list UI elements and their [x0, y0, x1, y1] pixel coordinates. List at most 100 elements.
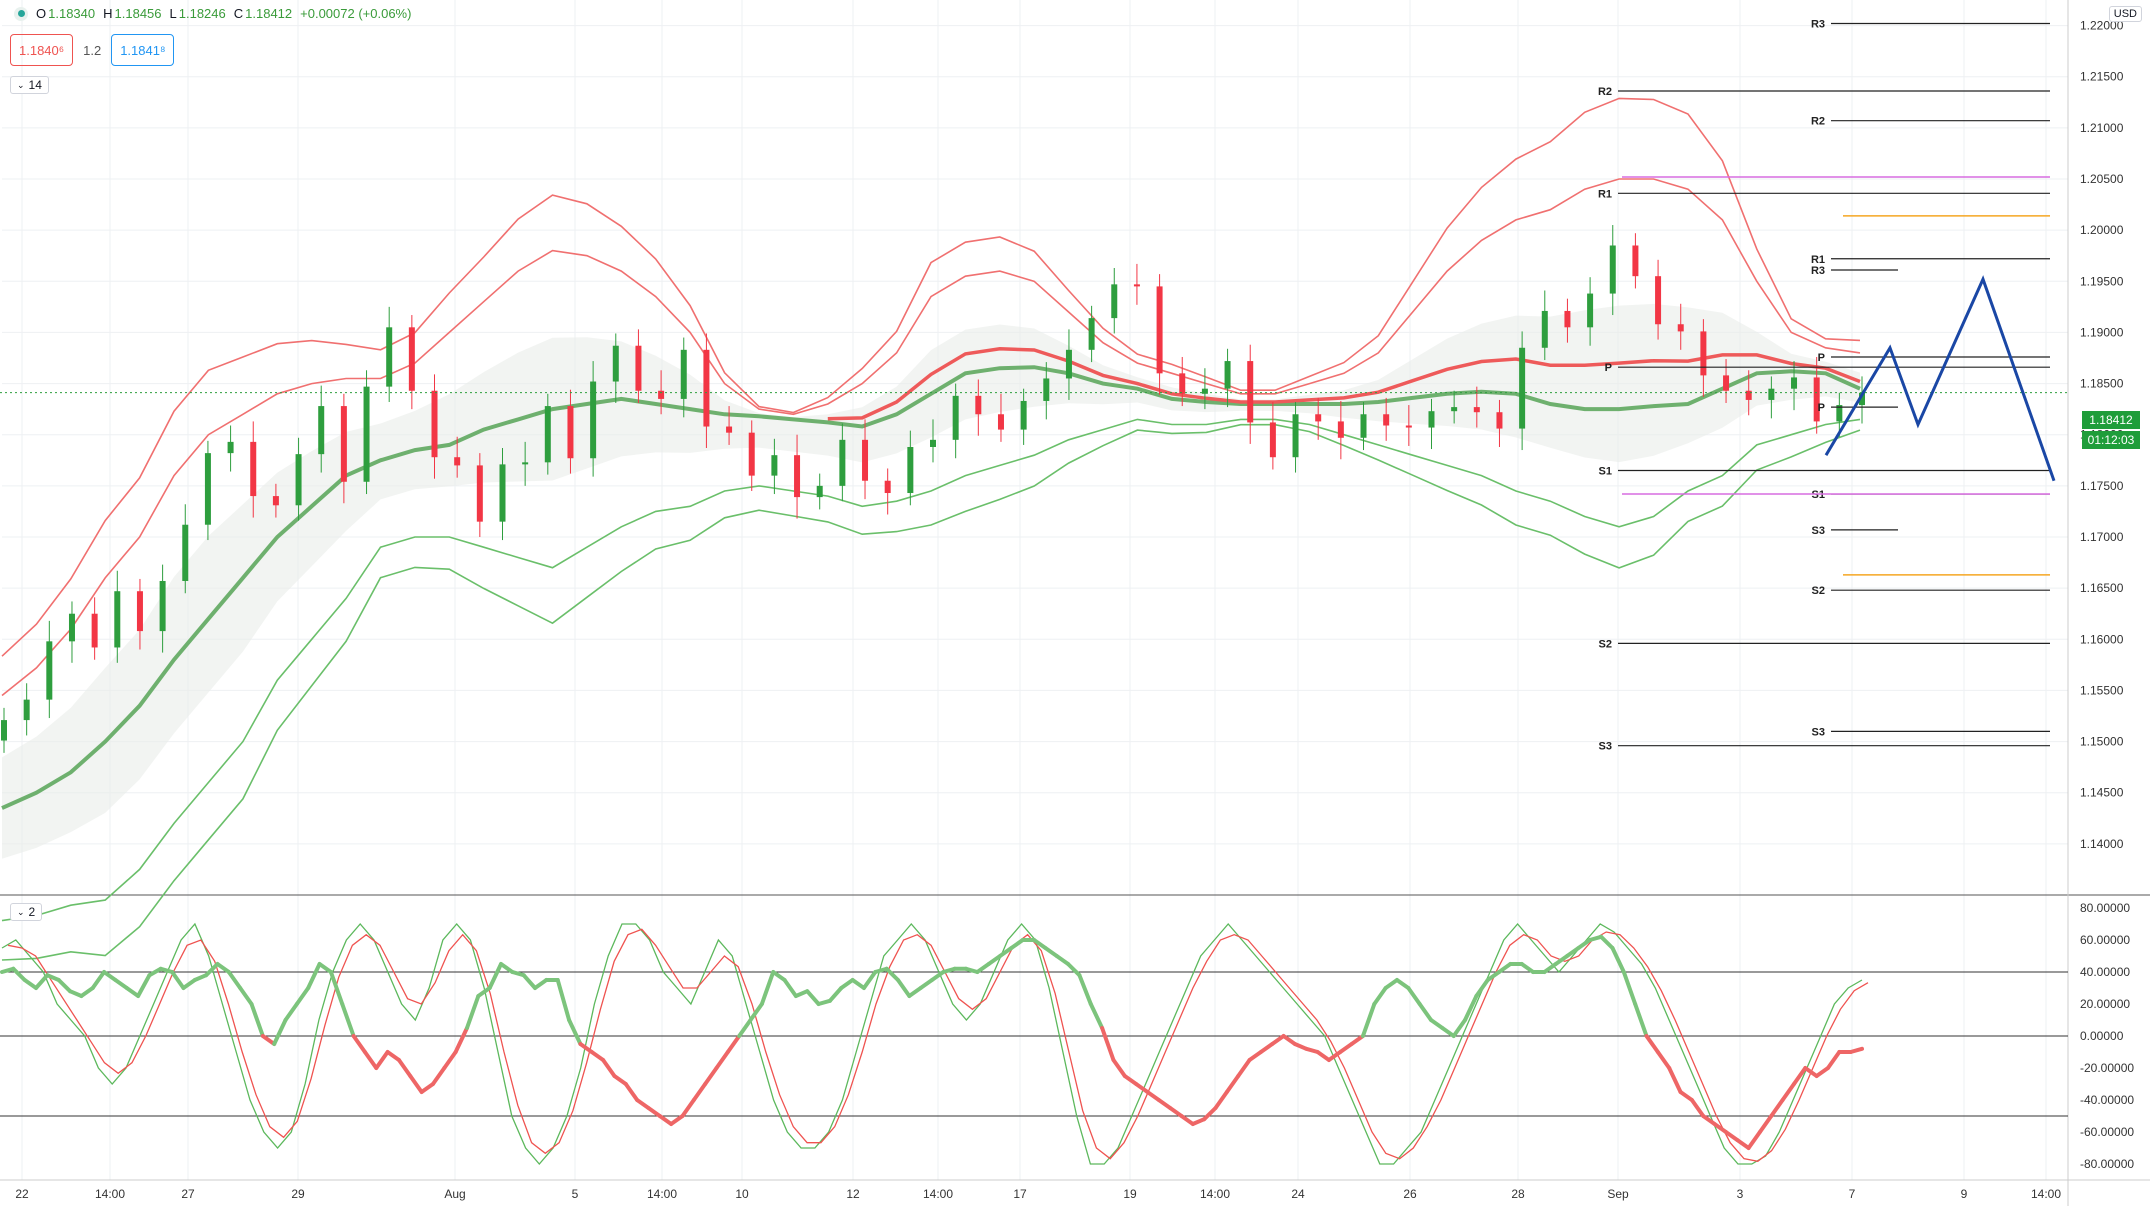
- close-value: 1.18412: [245, 6, 293, 21]
- oscillator-main-segment: [1270, 1034, 1286, 1046]
- pivot-label: R2: [1811, 116, 1825, 128]
- oscillator-main-segment: [272, 1018, 288, 1046]
- oscillator-main-segment: [691, 1082, 708, 1102]
- time-tick-label: 29: [291, 1187, 305, 1201]
- bar-countdown: 01:12:03: [2082, 431, 2140, 449]
- candle-body: [612, 345, 619, 382]
- candle-body: [1655, 276, 1662, 325]
- oscillator-main-segment: [1281, 1034, 1297, 1046]
- candle-body: [1791, 377, 1798, 389]
- oscillator-main-segment: [306, 962, 322, 990]
- buy-button[interactable]: 1.1841⁸: [111, 34, 175, 66]
- candle-body: [907, 446, 914, 494]
- candle-body: [862, 439, 869, 481]
- oscillator-main-segment: [703, 1066, 719, 1086]
- oscillator-main-segment: [612, 1074, 628, 1086]
- oscillator-main-segment: [680, 1098, 696, 1118]
- candle-body: [1247, 361, 1254, 423]
- candle-body: [1836, 405, 1843, 422]
- time-tick-label: 19: [1123, 1187, 1137, 1201]
- oscillator-main-segment: [1474, 978, 1490, 998]
- oscillator-main-segment: [1395, 978, 1411, 990]
- price-tick-label: 1.20000: [2080, 223, 2124, 237]
- open-label: O: [36, 6, 47, 21]
- candle-body: [1813, 377, 1820, 422]
- oscillator-main-segment: [1417, 1002, 1434, 1022]
- oscillator-main-segment: [805, 989, 821, 1006]
- indicator-toggle-oscillator[interactable]: ⌄ 2: [10, 903, 43, 921]
- oscillator-main-segment: [351, 1034, 367, 1054]
- candle-body: [997, 414, 1004, 430]
- oscillator-main-segment: [45, 973, 61, 982]
- oscillator-main-segment: [1134, 1082, 1150, 1094]
- time-tick-label: 28: [1511, 1187, 1525, 1201]
- pivot-label: S3: [1812, 525, 1825, 537]
- oscillator-main-segment: [1519, 962, 1536, 974]
- candle-body: [340, 406, 347, 482]
- time-tick-label: 17: [1013, 1187, 1027, 1201]
- time-tick-label: 9: [1961, 1187, 1968, 1201]
- oscillator-main-segment: [283, 1002, 299, 1022]
- candle-body: [295, 454, 302, 506]
- pivot-label: S1: [1599, 466, 1612, 478]
- pivot-label: P: [1818, 402, 1825, 414]
- price-tick-label: 1.20500: [2080, 172, 2124, 186]
- lower-band-inner: [1, 418, 1861, 922]
- sell-button[interactable]: 1.1840⁶: [10, 34, 74, 66]
- candle-body: [1383, 414, 1390, 426]
- oscillator-main-segment: [1043, 946, 1059, 958]
- oscillator-main-segment: [1145, 1090, 1161, 1102]
- candle-body: [114, 591, 121, 648]
- indicator-toggle-main[interactable]: ⌄ 14: [10, 76, 49, 94]
- oscillator-main-segment: [317, 962, 333, 974]
- oscillator-main-segment: [1077, 973, 1093, 1006]
- oscillator-main-segment: [657, 1114, 674, 1126]
- change-value: +0.00072 (+0.06%): [300, 6, 412, 21]
- ohlc-legend: O 1.18340 H 1.18456 L 1.18246 C 1.18412 …: [14, 6, 411, 21]
- candle-body: [1677, 324, 1684, 332]
- oscillator-tick-label: -80.00000: [2080, 1157, 2134, 1171]
- pivot-label: P: [1818, 352, 1825, 364]
- oscillator-main-segment: [56, 978, 73, 994]
- indicator-count: 14: [28, 78, 42, 92]
- price-tick-label: 1.14500: [2080, 786, 2124, 800]
- oscillator-main-segment: [793, 989, 810, 998]
- last-price-tag: 1.18412: [2082, 411, 2140, 429]
- oscillator-main-segment: [1066, 962, 1082, 978]
- pivot-label: S3: [1812, 726, 1825, 738]
- oscillator-main-segment: [396, 1058, 413, 1078]
- price-tick-label: 1.15000: [2080, 735, 2124, 749]
- pivot-label: P: [1605, 362, 1612, 374]
- oscillator-main-segment: [1383, 978, 1399, 990]
- time-tick-label: 26: [1403, 1187, 1417, 1201]
- oscillator-main-segment: [623, 1082, 640, 1102]
- candle-body: [544, 406, 551, 463]
- oscillator-main-segment: [136, 973, 152, 998]
- candle-body: [1224, 361, 1231, 389]
- oscillator-main-segment: [1292, 1042, 1309, 1051]
- candle-body: [1065, 349, 1072, 379]
- candle-body: [1632, 245, 1639, 277]
- oscillator-main-segment: [533, 978, 549, 990]
- oscillator-main-segment: [1349, 1034, 1365, 1046]
- candle-body: [1541, 310, 1548, 348]
- lower-band-outer: [1, 423, 1861, 961]
- oscillator-tick-label: -20.00000: [2080, 1061, 2134, 1075]
- oscillator-main-segment: [1179, 1114, 1195, 1126]
- pivot-label: S2: [1599, 638, 1612, 650]
- candle-body: [23, 699, 30, 721]
- oscillator-tick-label: -40.00000: [2080, 1093, 2134, 1107]
- oscillator-main-segment: [249, 1002, 265, 1038]
- oscillator-main-segment: [601, 1058, 617, 1078]
- oscillator-main-segment: [1848, 1046, 1864, 1054]
- oscillator-main-segment: [1689, 1098, 1706, 1118]
- oscillator-main-segment: [22, 978, 39, 990]
- oscillator-main-segment: [1326, 1050, 1343, 1062]
- oscillator-main-segment: [861, 970, 878, 990]
- currency-label[interactable]: USD: [2108, 6, 2142, 22]
- candle-body: [272, 496, 279, 506]
- oscillator-main-segment: [646, 1106, 662, 1118]
- candle-body: [363, 386, 370, 482]
